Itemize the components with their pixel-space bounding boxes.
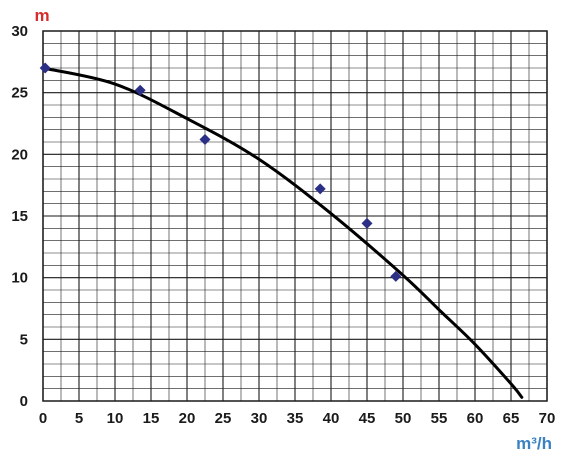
data-point-diamond bbox=[390, 270, 402, 282]
x-tick-label: 65 bbox=[503, 410, 520, 427]
x-tick-label: 25 bbox=[215, 410, 232, 427]
y-tick-label: 10 bbox=[11, 270, 28, 287]
y-axis-tick-labels: 0 5 10 15 20 25 30 bbox=[11, 23, 28, 410]
y-tick-label: 15 bbox=[11, 208, 28, 225]
x-tick-label: 15 bbox=[143, 410, 160, 427]
x-axis-tick-labels: 0 5 10 15 20 25 30 35 40 45 50 55 60 65 70 bbox=[39, 410, 556, 427]
marker-layer bbox=[39, 62, 402, 282]
data-point-diamond bbox=[361, 217, 373, 229]
x-tick-label: 35 bbox=[287, 410, 304, 427]
x-tick-label: 10 bbox=[107, 410, 124, 427]
x-tick-label: 60 bbox=[467, 410, 484, 427]
y-tick-label: 30 bbox=[11, 23, 28, 40]
y-tick-label: 20 bbox=[11, 146, 28, 163]
x-axis-label: m³/h bbox=[516, 434, 552, 453]
y-axis-label: m bbox=[34, 6, 49, 25]
x-tick-label: 50 bbox=[395, 410, 412, 427]
x-tick-label: 40 bbox=[323, 410, 340, 427]
y-tick-label: 5 bbox=[20, 331, 28, 348]
y-tick-label: 0 bbox=[20, 393, 28, 410]
data-point-diamond bbox=[134, 84, 146, 96]
x-tick-label: 70 bbox=[539, 410, 556, 427]
pump-curve-line bbox=[41, 66, 524, 399]
x-tick-label: 45 bbox=[359, 410, 376, 427]
x-tick-label: 55 bbox=[431, 410, 448, 427]
x-tick-label: 5 bbox=[75, 410, 83, 427]
data-point-diamond bbox=[314, 183, 326, 195]
data-point-diamond bbox=[39, 62, 51, 74]
plot-frame bbox=[42, 30, 548, 402]
curve-layer bbox=[41, 66, 524, 399]
x-tick-label: 30 bbox=[251, 410, 268, 427]
y-tick-label: 25 bbox=[11, 85, 28, 102]
x-tick-label: 0 bbox=[39, 410, 47, 427]
data-point-diamond bbox=[199, 134, 211, 146]
x-tick-label: 20 bbox=[179, 410, 196, 427]
